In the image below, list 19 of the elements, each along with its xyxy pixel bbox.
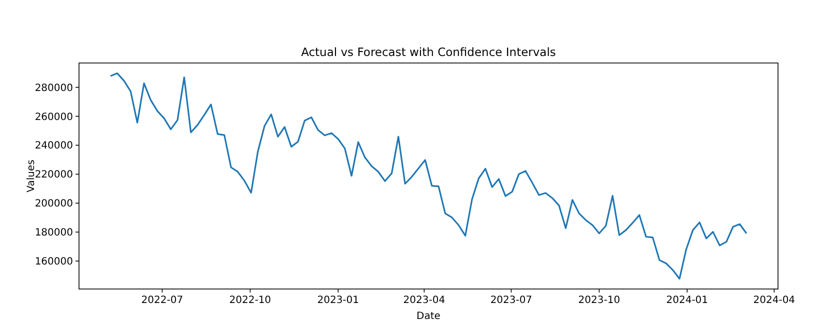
x-tick-label: 2023-01 <box>317 295 360 306</box>
x-tick-label: 2024-04 <box>753 295 796 306</box>
x-tick-label: 2022-07 <box>141 295 184 306</box>
x-tick-label: 2023-07 <box>490 295 532 306</box>
x-tick-label: 2023-10 <box>578 295 620 306</box>
x-axis-title: Date <box>416 311 440 322</box>
x-tick-label: 2023-04 <box>403 295 446 306</box>
y-tick-label: 280000 <box>34 82 73 94</box>
x-tick-label: 2024-01 <box>666 295 708 306</box>
y-tick-label: 240000 <box>34 140 73 152</box>
y-tick-label: 160000 <box>34 256 73 268</box>
y-tick-label: 260000 <box>34 112 73 123</box>
y-tick-label: 200000 <box>34 198 73 210</box>
x-tick-label: 2022-10 <box>229 295 272 306</box>
line-series <box>110 72 748 280</box>
y-axis-title: Values <box>26 160 37 192</box>
y-tick-label: 180000 <box>34 228 73 239</box>
y-tick-label: 220000 <box>34 170 73 181</box>
chart-title: Actual vs Forecast with Confidence Intervals <box>301 45 556 59</box>
